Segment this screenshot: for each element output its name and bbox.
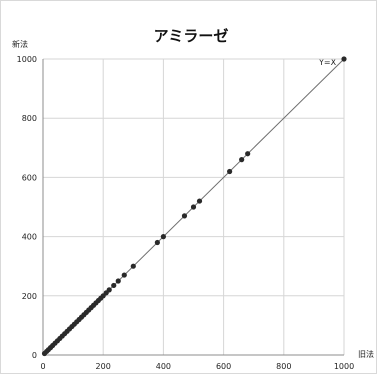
x-tick-label: 1000: [334, 362, 354, 371]
data-point: [341, 56, 347, 62]
y-axis-label: 新法: [12, 39, 28, 49]
data-point: [190, 204, 197, 210]
data-point: [239, 157, 245, 163]
data-point: [130, 263, 136, 269]
data-point: [245, 151, 251, 157]
x-tick-label: 800: [276, 362, 291, 371]
data-point: [106, 287, 112, 293]
y-tick-label: 600: [22, 173, 37, 182]
chart-title: アミラーゼ: [154, 27, 229, 45]
y-tick-label: 200: [22, 292, 37, 301]
axes: [42, 59, 344, 356]
data-point: [154, 239, 160, 246]
y-tick-label: 800: [22, 114, 37, 123]
x-tick-label: 600: [216, 362, 231, 371]
x-tick-label: 400: [156, 362, 171, 371]
data-point: [121, 272, 127, 278]
x-axis-label: 旧法: [358, 349, 374, 359]
x-tick-label: 0: [40, 362, 45, 371]
x-tick-label: 200: [96, 362, 111, 371]
data-points: [41, 56, 347, 357]
data-point: [111, 282, 117, 289]
y-tick-label: 400: [22, 233, 37, 242]
y-tick-label: 1000: [17, 55, 37, 64]
reference-line-label: Y=X: [318, 58, 337, 67]
data-point: [227, 168, 233, 175]
tick-labels: 0 200 400 600 800 1000 0 200 400 600 800 1000: [17, 55, 355, 371]
data-point: [196, 198, 203, 204]
data-point: [181, 213, 188, 219]
data-point: [160, 234, 166, 240]
y-tick-label: 0: [32, 351, 37, 360]
data-point: [115, 278, 121, 284]
